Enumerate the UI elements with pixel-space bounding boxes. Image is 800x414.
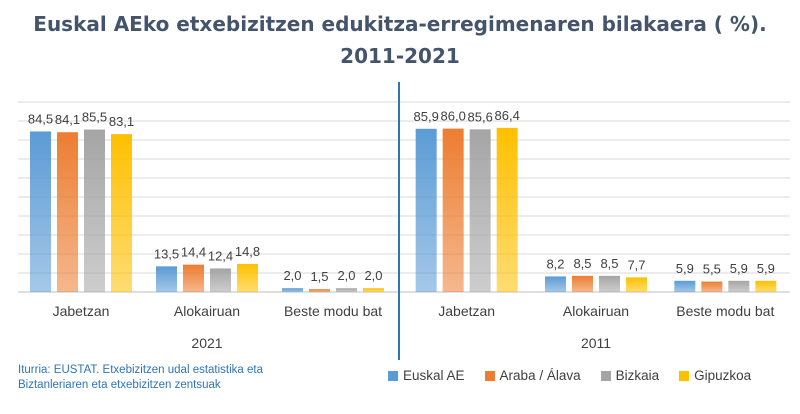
data-label: 85,9	[414, 109, 439, 124]
data-label: 5,9	[730, 261, 748, 276]
bar	[545, 276, 566, 292]
category-label: Beste modu bat	[284, 303, 382, 319]
data-label: 8,5	[600, 256, 618, 271]
legend-swatch	[679, 370, 690, 381]
bar	[415, 128, 437, 292]
legend-swatch	[484, 370, 495, 381]
data-label: 12,4	[208, 248, 233, 263]
legend: Euskal AE Araba / Álava Bizkaia Gipuzkoa	[388, 368, 751, 383]
data-label: 2,0	[364, 268, 382, 283]
bar	[84, 129, 105, 292]
data-label: 85,6	[468, 109, 493, 124]
category-label: Jabetzan	[53, 303, 110, 319]
bar	[336, 288, 357, 292]
data-label: 13,5	[154, 246, 179, 261]
year-label: 2021	[191, 335, 222, 351]
legend-item: Gipuzkoa	[679, 368, 751, 383]
data-label: 2,0	[337, 268, 355, 283]
bar	[626, 277, 647, 292]
data-label: 83,1	[109, 114, 134, 129]
data-label: 2,0	[283, 268, 301, 283]
data-label: 84,5	[28, 111, 53, 126]
bar	[156, 266, 177, 292]
data-label: 1,5	[310, 269, 328, 284]
bar	[728, 280, 750, 292]
data-label: 14,8	[235, 244, 260, 259]
source-note-line2: Biztanleriaren eta etxebizitzen zentsuak	[18, 379, 221, 391]
source-note: Iturria: EUSTAT. Etxebizitzen udal estat…	[18, 363, 348, 393]
legend-swatch	[388, 370, 398, 381]
bar	[496, 127, 518, 292]
bar	[572, 275, 593, 292]
legend-item: Bizkaia	[600, 368, 660, 383]
data-label: 84,1	[55, 112, 80, 127]
bar	[111, 134, 132, 292]
bar	[701, 281, 723, 292]
legend-label: Gipuzkoa	[694, 368, 752, 383]
chart-title-line1: Euskal AEko etxebizitzen edukitza-erregi…	[33, 12, 767, 36]
bar	[309, 289, 330, 292]
category-label: Jabetzan	[438, 303, 495, 319]
bar	[599, 275, 620, 292]
bar	[469, 129, 491, 292]
data-label: 8,5	[573, 256, 591, 271]
bar	[282, 288, 303, 292]
bar	[363, 288, 384, 292]
bar	[57, 132, 78, 292]
data-label: 5,5	[703, 262, 721, 277]
bar	[755, 280, 777, 292]
data-label: 5,9	[676, 261, 694, 276]
category-label: Beste modu bat	[676, 303, 774, 319]
legend-item: Araba / Álava	[484, 368, 581, 383]
bar	[442, 128, 464, 292]
legend-item: Euskal AE	[388, 368, 465, 383]
data-label: 86,4	[495, 108, 520, 123]
data-label: 5,9	[757, 261, 775, 276]
category-label: Alokairuan	[174, 303, 240, 319]
year-label: 2011	[581, 335, 611, 351]
legend-swatch	[600, 370, 611, 381]
data-label: 14,4	[181, 245, 206, 260]
bar	[237, 263, 258, 292]
legend-label: Bizkaia	[615, 368, 660, 383]
data-label: 85,5	[82, 110, 107, 125]
category-label: Alokairuan	[563, 303, 629, 319]
bar	[210, 268, 231, 292]
bar	[183, 264, 204, 292]
data-label: 8,2	[546, 256, 564, 271]
legend-label: Euskal AE	[403, 368, 465, 383]
legend-label: Araba / Álava	[499, 368, 581, 383]
bar	[30, 131, 51, 292]
data-label: 7,7	[627, 257, 645, 272]
data-label: 86,0	[441, 109, 466, 124]
source-note-line1: Iturria: EUSTAT. Etxebizitzen udal estat…	[18, 364, 264, 376]
chart-title: Euskal AEko etxebizitzen edukitza-erregi…	[0, 8, 800, 72]
bar	[674, 280, 696, 292]
chart-title-line2: 2011-2021	[340, 44, 460, 68]
